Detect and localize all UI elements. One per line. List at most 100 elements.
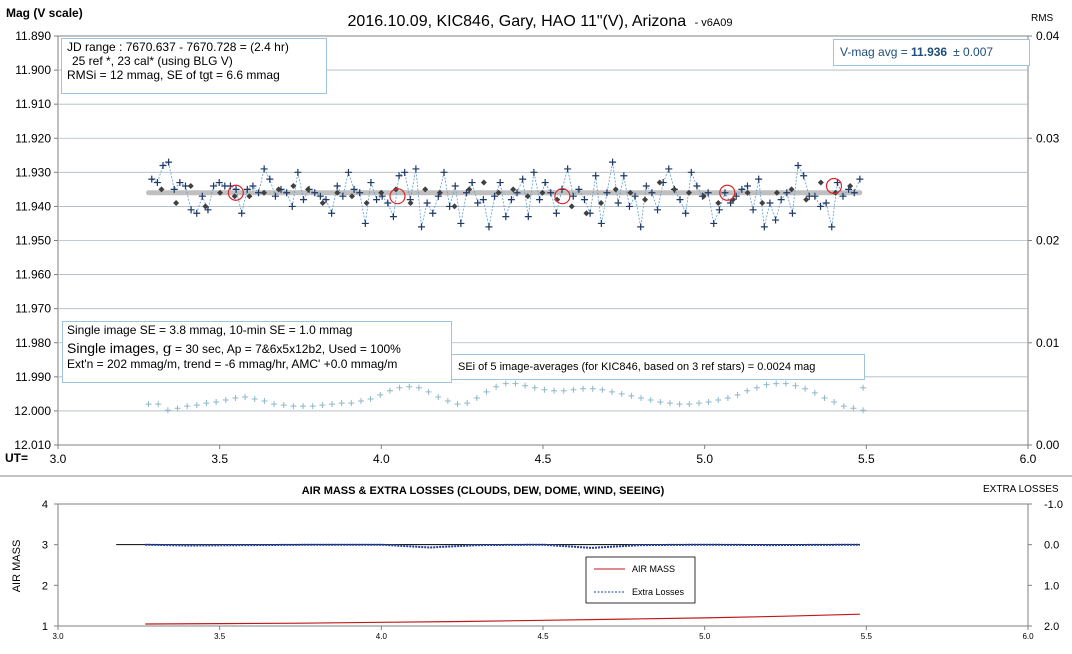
- rms-point: [261, 398, 268, 405]
- image-average-point: [700, 193, 707, 200]
- single-image-point: [316, 192, 324, 200]
- rms-point: [164, 407, 171, 414]
- ten-minute-average-circle: [825, 177, 843, 195]
- single-image-point: [620, 172, 628, 180]
- single-image-point: [255, 189, 263, 197]
- rms-point: [377, 391, 384, 398]
- rms-point: [657, 399, 664, 406]
- bottom-chart-title: AIR MASS & EXTRA LOSSES (CLOUDS, DEW, DO…: [302, 485, 665, 497]
- single-image-point: [552, 209, 560, 217]
- single-image-point: [766, 199, 774, 207]
- info-box-bottom: Single image SE = 3.8 mmag, 10-min SE = …: [62, 321, 452, 383]
- y2-tick-label: 0.00: [1036, 438, 1060, 452]
- single-image-point: [783, 189, 791, 197]
- single-image-point: [833, 179, 841, 187]
- top-plot-series: [145, 158, 867, 414]
- single-image-point: [693, 182, 701, 190]
- rms-point: [242, 393, 249, 400]
- rms-point: [473, 394, 480, 401]
- rms-point: [454, 401, 461, 408]
- rms-point: [415, 384, 422, 391]
- single-image-point: [524, 213, 532, 221]
- single-image-point: [597, 219, 605, 227]
- single-image-point: [491, 192, 499, 200]
- single-image-point: [204, 206, 212, 214]
- rms-point: [396, 384, 403, 391]
- y2-tick-label: 0.04: [1036, 29, 1060, 43]
- single-image-point: [288, 202, 296, 210]
- image-average-point: [524, 193, 531, 200]
- single-image-point: [547, 189, 555, 197]
- rms-point: [860, 384, 867, 391]
- rms-point: [840, 403, 847, 410]
- rms-point: [618, 390, 625, 397]
- y-tick-label: 11.980: [15, 336, 51, 350]
- x-axis-label: UT=: [5, 451, 28, 465]
- image-average-point: [729, 196, 736, 203]
- rms-point: [493, 383, 500, 390]
- image-average-point: [773, 189, 780, 196]
- rms-point: [386, 387, 393, 394]
- single-image-point: [339, 192, 347, 200]
- single-image-point: [496, 179, 504, 187]
- info-box-top: JD range : 7670.637 - 7670.728 = (2.4 hr…: [61, 38, 327, 94]
- single-image-point: [839, 192, 847, 200]
- image-average-point: [348, 193, 355, 200]
- single-image-point: [198, 192, 206, 200]
- vmag-value: 11.936: [911, 45, 948, 59]
- single-image-point: [462, 189, 470, 197]
- bottom-y-tick-label: 1: [42, 621, 48, 633]
- rms-point: [319, 402, 326, 409]
- rms-point: [599, 386, 606, 393]
- image-average-point: [656, 179, 663, 186]
- x-tick-label: 6.0: [1020, 452, 1037, 466]
- rms-point: [695, 400, 702, 407]
- rms-point: [290, 403, 297, 410]
- single-image-point: [603, 189, 611, 197]
- vmag-box: V-mag avg = 11.936 ± 0.007: [833, 39, 1030, 66]
- x-tick-label: 3.0: [50, 452, 67, 466]
- rms-point: [580, 385, 587, 392]
- single-image-point: [631, 192, 639, 200]
- bottom-y-tick-label: 3: [42, 540, 48, 552]
- rms-point: [300, 403, 307, 410]
- image-average-point: [231, 193, 238, 200]
- bottom-x-tick-label: 5.0: [699, 632, 711, 641]
- rms-point: [464, 400, 471, 407]
- bottom-y2-tick-label: 0.0: [1044, 540, 1059, 552]
- ten-minute-average-circle: [389, 188, 406, 205]
- single-image-point: [569, 192, 577, 200]
- single-image-point: [513, 189, 521, 197]
- y-tick-label: 12.010: [14, 438, 51, 452]
- rms-point: [425, 388, 432, 395]
- y-tick-label: 12.000: [14, 404, 51, 418]
- rms-point: [522, 382, 529, 389]
- bottom-y2-tick-label: 2.0: [1044, 621, 1059, 633]
- bottom-y2-tick-label: -1.0: [1044, 499, 1063, 511]
- bottom-y2-axis-label: EXTRA LOSSES: [983, 484, 1059, 495]
- single-image-point: [165, 158, 173, 166]
- single-image-point: [665, 165, 673, 173]
- y-tick-label: 11.990: [15, 370, 51, 384]
- single-image-point: [614, 199, 622, 207]
- rms-point: [734, 391, 741, 398]
- y2-tick-label: 0.01: [1036, 336, 1060, 350]
- single-image-point: [687, 168, 695, 176]
- single-image-point: [451, 182, 459, 190]
- y-tick-label: 11.900: [15, 63, 51, 77]
- rms-point: [155, 401, 162, 408]
- single-image-point: [429, 209, 437, 217]
- single-image-point: [176, 179, 184, 187]
- rms-point: [271, 401, 278, 408]
- single-image-point: [777, 196, 785, 204]
- rms-point: [502, 380, 509, 387]
- single-image-point: [850, 189, 858, 197]
- single-image-point: [828, 223, 836, 231]
- bottom-y-axis-label: AIR MASS: [11, 540, 23, 593]
- single-image-point: [727, 199, 735, 207]
- legend-airmass-label: AIR MASS: [632, 564, 675, 574]
- single-image-point: [249, 182, 257, 190]
- single-image-point: [536, 196, 544, 204]
- top-plot-axes: 11.890 11.900 11.910 11.920 11.930 11.940 11.9…: [14, 29, 1059, 466]
- rms-point: [174, 405, 181, 412]
